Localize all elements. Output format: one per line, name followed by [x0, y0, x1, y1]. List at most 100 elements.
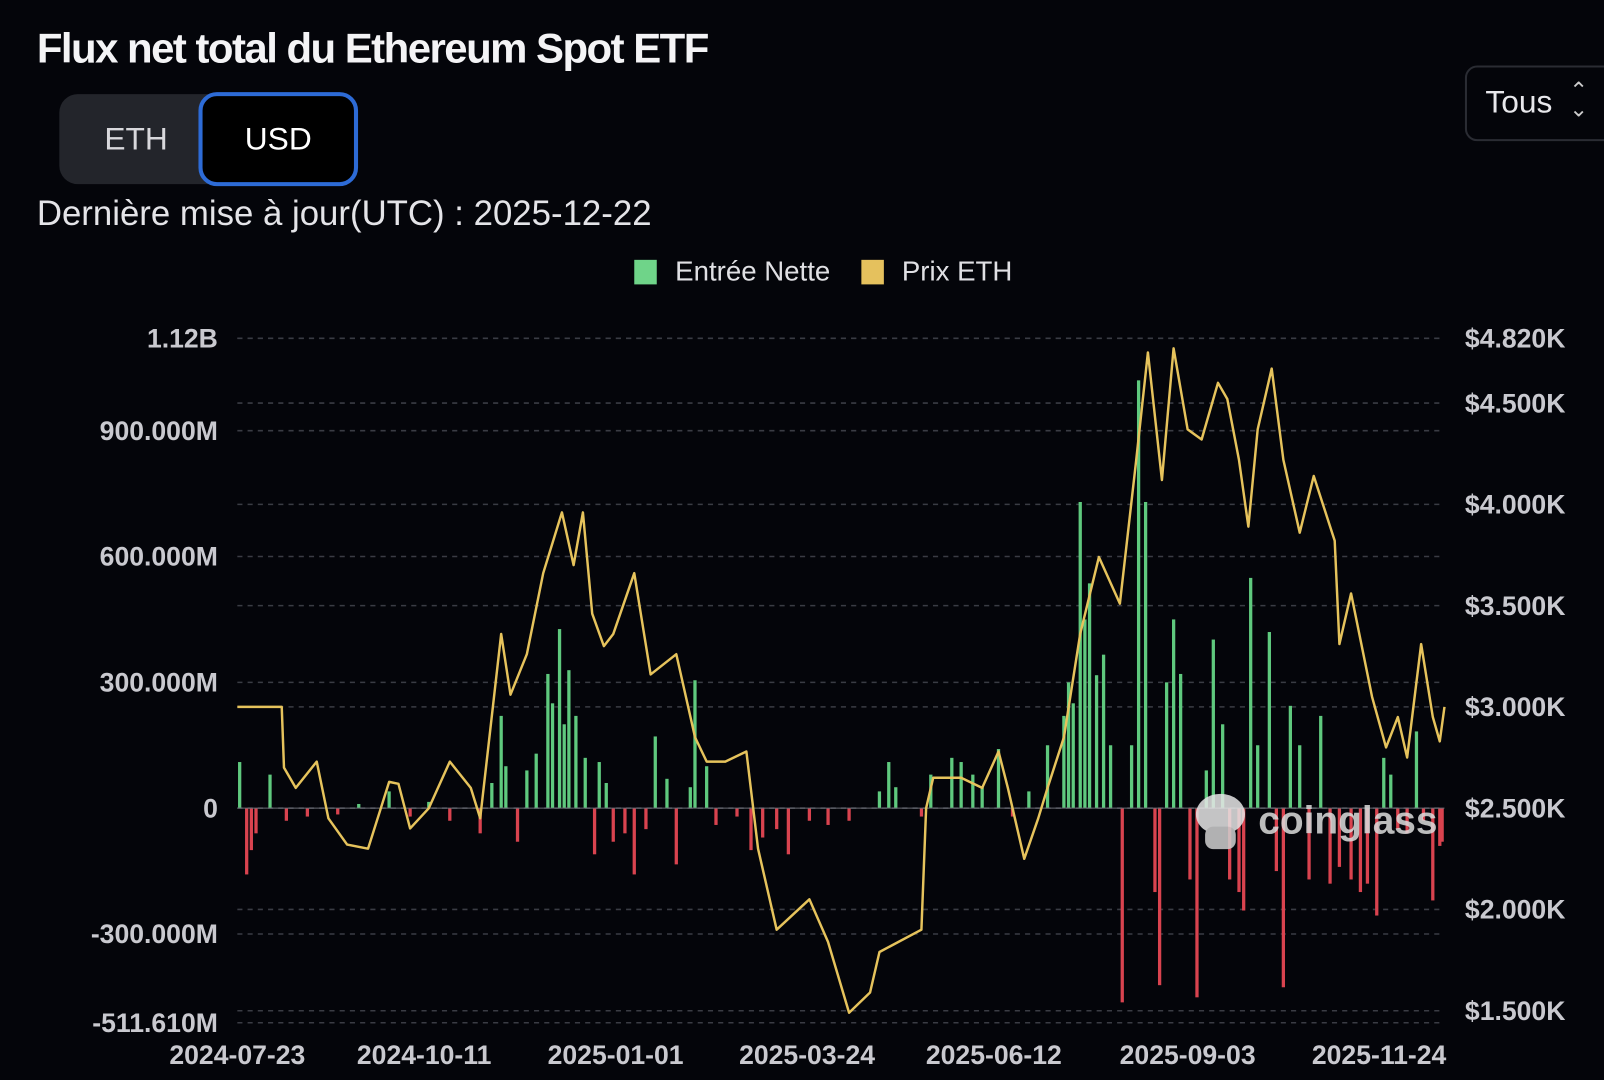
- flow-bar: [1414, 731, 1419, 809]
- flow-bar: [592, 808, 597, 855]
- flow-bar: [786, 808, 791, 855]
- flow-bar: [567, 670, 571, 809]
- y-left-tick-label: 600.000M: [100, 542, 218, 572]
- page-title: Flux net total du Ethereum Spot ETF: [36, 24, 710, 72]
- flow-bar: [1171, 619, 1176, 809]
- flow-bar: [688, 787, 692, 809]
- legend-swatch-price: [860, 259, 884, 284]
- flow-bar: [1249, 577, 1253, 809]
- flow-bar: [245, 808, 249, 875]
- flow-bar: [919, 808, 924, 817]
- flow-bar: [254, 808, 258, 834]
- flow-bar: [515, 808, 520, 842]
- flow-bar: [357, 803, 361, 809]
- flow-bar: [1396, 808, 1400, 830]
- y-left-tick-label: 1.12B: [147, 324, 218, 354]
- y-left-tick-label: 0: [203, 793, 218, 823]
- flow-bar: [562, 724, 566, 809]
- flow-bar: [448, 808, 452, 821]
- toggle-usd-button[interactable]: USD: [198, 92, 359, 187]
- flow-bar: [427, 801, 431, 809]
- flow-bar: [1143, 501, 1148, 809]
- flow-bar: [284, 808, 289, 821]
- flow-bar: [550, 703, 555, 809]
- last-updated-text: Dernière mise à jour(UTC) : 2025-12-22: [36, 194, 652, 234]
- flow-bar: [268, 774, 272, 809]
- flow-bar: [1237, 808, 1241, 893]
- flow-bar: [1164, 682, 1169, 809]
- x-tick-label: 2024-10-11: [357, 1040, 492, 1070]
- range-select[interactable]: Tous ⌃ ⌄: [1464, 65, 1604, 142]
- flow-bar: [611, 808, 615, 842]
- y-right-tick-label: $2.000K: [1465, 895, 1566, 925]
- y-left-tick-label: -511.610M: [92, 1008, 218, 1038]
- flow-bar: [499, 715, 503, 809]
- flow-bar: [490, 783, 494, 809]
- flow-bar: [336, 808, 340, 815]
- flow-bar: [761, 808, 765, 838]
- flow-bar: [1274, 808, 1279, 872]
- flow-bar: [1204, 770, 1208, 809]
- flow-bar: [749, 808, 753, 851]
- legend-item-price[interactable]: Prix ETH: [860, 256, 1012, 288]
- y-left-tick-label: 900.000M: [100, 416, 218, 446]
- flow-bar: [1431, 808, 1435, 901]
- flow-bar: [1349, 808, 1353, 880]
- y-right-tick-label: $4.000K: [1465, 490, 1566, 520]
- flow-bar: [623, 808, 627, 834]
- flow-bar: [1242, 808, 1246, 911]
- flow-bar: [1195, 808, 1199, 998]
- flow-bar: [1045, 745, 1050, 809]
- flow-bar: [504, 766, 508, 809]
- chart-legend: Entrée Nette Prix ETH: [634, 256, 1012, 288]
- range-select-value: Tous: [1485, 83, 1553, 120]
- flow-bar: [1087, 583, 1092, 809]
- flow-bar: [980, 787, 984, 809]
- flow-bar: [525, 770, 529, 809]
- flow-bar: [1337, 808, 1342, 867]
- flow-bar: [1440, 808, 1444, 842]
- toggle-eth-button[interactable]: ETH: [104, 120, 168, 157]
- flow-bar: [847, 808, 851, 821]
- flow-bar: [644, 808, 648, 830]
- x-tick-label: 2025-01-01: [548, 1040, 684, 1070]
- flow-bar: [1438, 808, 1442, 846]
- flow-bar: [1421, 808, 1426, 821]
- flow-bar: [1094, 675, 1099, 809]
- flow-bar: [1307, 808, 1311, 880]
- legend-item-inflow[interactable]: Entrée Nette: [634, 256, 830, 288]
- x-tick-label: 2024-07-23: [169, 1040, 305, 1070]
- flow-bar: [1298, 745, 1302, 809]
- flow-bar: [1211, 639, 1215, 809]
- y-right-tick-label: $3.500K: [1465, 591, 1566, 621]
- flow-bar: [826, 808, 830, 825]
- flow-bar: [807, 808, 812, 821]
- chevron-up-down-icon: ⌃ ⌄: [1569, 77, 1589, 122]
- flow-bar: [1288, 705, 1293, 809]
- flow-bar: [693, 680, 697, 809]
- flow-bar: [1136, 380, 1141, 809]
- flow-bar: [775, 808, 779, 830]
- flow-bar: [1319, 715, 1323, 809]
- flow-bar: [604, 783, 608, 809]
- flow-bar: [877, 791, 882, 809]
- flow-bar: [305, 808, 310, 817]
- flow-bar: [249, 808, 253, 851]
- flow-bar: [653, 736, 657, 809]
- flow-bar: [971, 774, 975, 809]
- flow-bar: [408, 808, 412, 817]
- coinglass-watermark: coinglass: [1195, 793, 1438, 850]
- flow-bar: [1267, 632, 1271, 809]
- flow-bar: [1256, 745, 1260, 809]
- flow-bar: [996, 749, 1001, 809]
- flow-bar: [387, 791, 391, 809]
- watermark-text: coinglass: [1258, 800, 1437, 843]
- flow-bar: [1083, 619, 1087, 809]
- y-left-tick-label: -300.000M: [91, 919, 218, 949]
- flow-bar: [546, 673, 550, 809]
- y-right-tick-label: $2.500K: [1465, 793, 1566, 823]
- flow-bar: [478, 808, 482, 834]
- x-tick-label: 2025-11-24: [1312, 1040, 1447, 1070]
